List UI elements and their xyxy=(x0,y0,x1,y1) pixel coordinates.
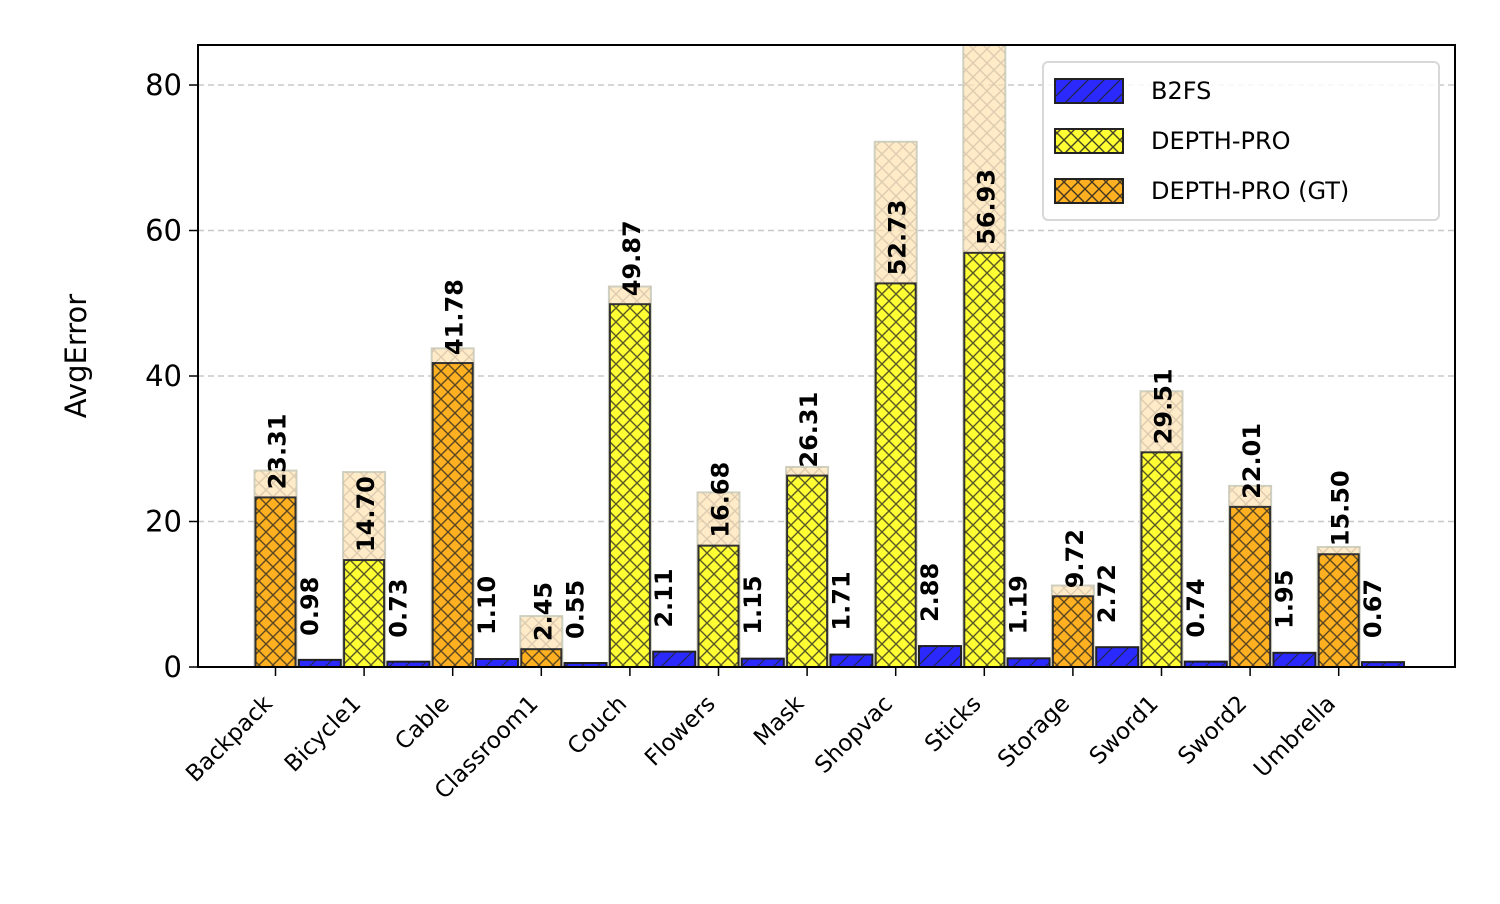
depth-pro-bar-flowers-hatch xyxy=(698,545,739,667)
b2fs-label-shopvac: 2.88 xyxy=(916,563,944,622)
y-tick-label-20: 20 xyxy=(145,505,182,539)
x-tick-label-cable: Cable xyxy=(390,691,455,756)
depth-pro-gt-bar-cable-hatch xyxy=(432,363,473,667)
legend-box xyxy=(1042,61,1440,221)
depth-pro-gt-label-umbrella: 15.50 xyxy=(1327,470,1355,546)
depth-pro-label-flowers: 16.68 xyxy=(707,462,735,538)
x-tick-label-shopvac: Shopvac xyxy=(810,691,898,779)
legend: B2FS DEPTH-PRO DEPTH-PRO (GT) xyxy=(1042,61,1440,221)
x-tick-label-couch: Couch xyxy=(563,691,632,760)
b2fs-label-storage: 2.72 xyxy=(1093,564,1121,623)
depth-pro-label-shopvac: 52.73 xyxy=(884,199,912,275)
b2fs-label-sticks: 1.19 xyxy=(1005,575,1033,634)
depth-pro-label-sword1: 29.51 xyxy=(1150,368,1178,444)
depth-pro-gt-bar-sword2-hatch xyxy=(1230,506,1271,667)
x-tick-label-flowers: Flowers xyxy=(640,691,721,772)
b2fs-bar-hatch-storage xyxy=(1096,647,1139,667)
legend-swatch-hatch-b2fs xyxy=(1055,79,1123,103)
depth-pro-bar-bicycle1-hatch xyxy=(344,560,385,667)
depth-pro-gt-label-sword2: 22.01 xyxy=(1238,423,1266,499)
depth-pro-bar-couch-hatch xyxy=(609,304,650,667)
bars xyxy=(253,45,1405,667)
plot-frame xyxy=(197,44,1456,668)
depth-pro-gt-bar-umbrella-hatch xyxy=(1318,554,1359,667)
b2fs-bar-hatch-shopvac xyxy=(919,646,961,667)
b2fs-bar-hatch-sword2 xyxy=(1273,652,1316,667)
depth-pro-gt-bar-storage-hatch xyxy=(1052,596,1093,667)
x-tick-label-sword1: Sword1 xyxy=(1085,691,1164,770)
x-tick-label-bicycle1: Bicycle1 xyxy=(280,691,366,777)
legend-label-b2fs: B2FS xyxy=(1151,77,1211,105)
b2fs-label-couch: 2.11 xyxy=(650,568,678,627)
b2fs-bar-hatch-flowers xyxy=(741,658,784,667)
depth-pro-bar-sticks-hatch xyxy=(964,252,1005,667)
b2fs-label-classroom1: 0.55 xyxy=(562,580,590,639)
b2fs-bar-hatch-cable xyxy=(476,658,518,667)
b2fs-label-mask: 1.71 xyxy=(827,571,855,630)
depth-pro-gt-label-classroom1: 2.45 xyxy=(529,582,557,641)
x-tick-label-umbrella: Umbrella xyxy=(1249,691,1341,783)
legend-label-depth-pro-gt: DEPTH-PRO (GT) xyxy=(1151,177,1349,205)
depth-pro-label-couch: 49.87 xyxy=(618,220,646,296)
depth-pro-gt-label-backpack: 23.31 xyxy=(264,414,292,490)
legend-label-depth-pro: DEPTH-PRO xyxy=(1151,127,1291,155)
legend-swatch-hatch-depth-pro xyxy=(1055,129,1123,153)
depth-pro-gt-bar-backpack-hatch xyxy=(255,497,296,667)
b2fs-label-sword1: 0.74 xyxy=(1182,578,1210,637)
b2fs-label-flowers: 1.15 xyxy=(739,575,767,634)
b2fs-bar-hatch-couch xyxy=(653,651,696,667)
b2fs-label-sword2: 1.95 xyxy=(1270,570,1298,629)
depth-pro-gt-label-cable: 41.78 xyxy=(441,279,469,355)
b2fs-bar-hatch-classroom1 xyxy=(564,662,607,667)
b2fs-bar-hatch-bicycle1 xyxy=(387,661,430,667)
y-axis: 0 20 40 60 80 xyxy=(145,68,198,684)
x-tick-label-mask: Mask xyxy=(749,690,810,751)
b2fs-bar-hatch-mask xyxy=(830,654,873,667)
depth-pro-gt-bar-classroom1-hatch xyxy=(521,649,562,667)
b2fs-label-cable: 1.10 xyxy=(473,576,501,635)
y-tick-label-40: 40 xyxy=(145,359,182,393)
y-tick-label-60: 60 xyxy=(145,214,182,248)
depth-pro-gt-label-storage: 9.72 xyxy=(1061,529,1089,588)
b2fs-bar-hatch-sticks xyxy=(1007,658,1050,667)
depth-pro-bar-mask-hatch xyxy=(787,475,828,667)
b2fs-bar-hatch-umbrella xyxy=(1362,662,1404,667)
b2fs-label-backpack: 0.98 xyxy=(296,577,324,636)
x-tick-label-sword2: Sword2 xyxy=(1173,691,1252,770)
y-tick-label-0: 0 xyxy=(164,650,182,684)
depth-pro-label-mask: 26.31 xyxy=(795,392,823,468)
data-labels: 23.31 0.98 14.700.73 41.78 1.10 2.45 0.55 49.87… xyxy=(264,169,1388,641)
b2fs-bar-hatch-sword1 xyxy=(1184,661,1227,667)
b2fs-bar-hatch-backpack xyxy=(298,659,341,667)
depth-pro-bar-sword1-hatch xyxy=(1141,452,1182,667)
y-axis-label: AvgError xyxy=(59,294,93,418)
x-tick-label-sticks: Sticks xyxy=(920,691,986,757)
y-tick-label-80: 80 xyxy=(145,68,182,102)
b2fs-label-umbrella: 0.67 xyxy=(1359,579,1387,638)
depth-pro-bar-shopvac-hatch xyxy=(875,283,916,667)
legend-swatch-hatch-depth-pro-gt xyxy=(1055,179,1123,203)
x-tick-label-backpack: Backpack xyxy=(181,690,278,787)
b2fs-label-bicycle1: 0.73 xyxy=(384,578,412,637)
depth-pro-label-bicycle1: 14.70 xyxy=(352,476,380,552)
x-tick-label-storage: Storage xyxy=(993,691,1075,773)
depth-pro-label-sticks: 56.93 xyxy=(972,169,1000,245)
